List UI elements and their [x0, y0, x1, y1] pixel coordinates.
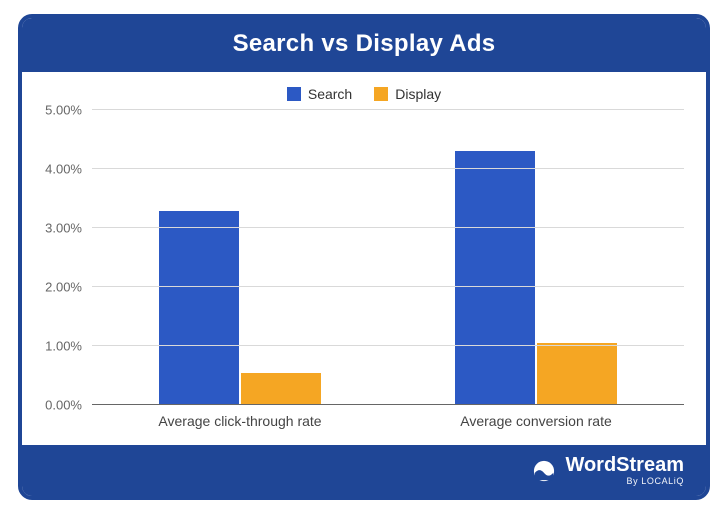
legend-swatch-search: [287, 87, 301, 101]
gridline: [92, 109, 684, 110]
y-axis-label: 4.00%: [45, 162, 82, 177]
bar-search: [455, 151, 535, 405]
category-container: Average click-through rateAverage conver…: [92, 110, 684, 405]
bar-search: [159, 211, 239, 405]
legend-swatch-display: [374, 87, 388, 101]
gridline: [92, 286, 684, 287]
bar-display: [537, 343, 617, 405]
y-axis-label: 2.00%: [45, 280, 82, 295]
legend: Search Display: [22, 72, 706, 110]
chart-card: Search vs Display Ads Search Display Ave…: [18, 14, 710, 500]
brand-block: WordStream By LOCALiQ: [565, 455, 684, 486]
gridline: [92, 227, 684, 228]
brand-byline: By LOCALiQ: [565, 477, 684, 486]
chart-area: Average click-through rateAverage conver…: [22, 110, 706, 445]
y-axis-label: 5.00%: [45, 103, 82, 118]
gridline: [92, 404, 684, 405]
footer: WordStream By LOCALiQ: [22, 445, 706, 496]
brand-name: WordStream: [565, 455, 684, 475]
category-group: Average click-through rate: [92, 110, 388, 405]
y-axis-label: 3.00%: [45, 221, 82, 236]
chart-title: Search vs Display Ads: [22, 18, 706, 72]
legend-label-display: Display: [395, 86, 441, 102]
legend-item-display: Display: [374, 86, 441, 102]
legend-label-search: Search: [308, 86, 352, 102]
gridline: [92, 168, 684, 169]
y-axis-label: 1.00%: [45, 339, 82, 354]
wordstream-logo-icon: [533, 460, 555, 482]
category-label: Average click-through rate: [92, 405, 388, 429]
gridline: [92, 345, 684, 346]
y-axis-label: 0.00%: [45, 398, 82, 413]
legend-item-search: Search: [287, 86, 352, 102]
category-label: Average conversion rate: [388, 405, 684, 429]
category-group: Average conversion rate: [388, 110, 684, 405]
plot-region: Average click-through rateAverage conver…: [92, 110, 684, 405]
bar-display: [241, 373, 321, 405]
